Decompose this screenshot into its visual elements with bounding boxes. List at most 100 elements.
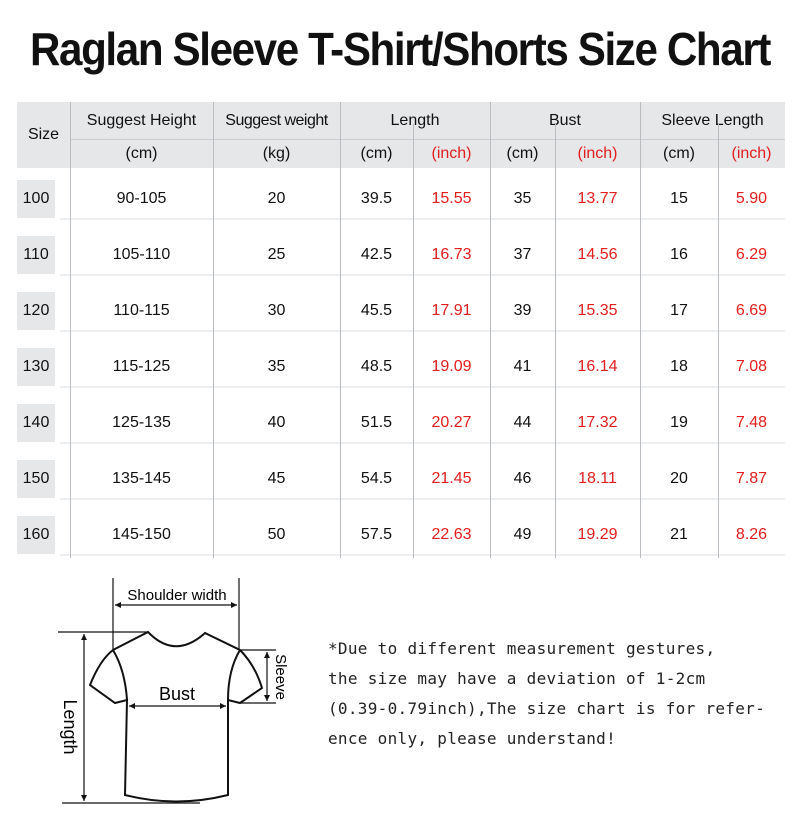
table-cell: 7.08 [735, 358, 768, 375]
note-line: the size may have a deviation of 1-2cm [328, 669, 706, 688]
unit-header: (inch) [431, 145, 472, 162]
header-height: Suggest Height [86, 112, 197, 129]
column-divider [213, 102, 214, 558]
header-divider [70, 139, 785, 140]
note-line: ence only, please understand! [328, 729, 617, 748]
table-cell: 20.27 [431, 414, 472, 431]
table-cell: 17 [670, 302, 688, 319]
table-cell: 39 [513, 302, 532, 319]
table-cell: 115-125 [112, 358, 171, 375]
table-cell: 21.45 [431, 470, 472, 487]
note-line: (0.39-0.79inch),The size chart is for re… [328, 699, 766, 718]
table-cell: 17.91 [431, 302, 472, 319]
table-cell: 22.63 [431, 526, 472, 543]
table-cell: 13.77 [577, 190, 618, 207]
row-divider [60, 274, 785, 276]
page-title: Raglan Sleeve T-Shirt/Shorts Size Chart [29, 23, 771, 75]
table-cell: 35 [513, 190, 532, 207]
header-length: Length [390, 112, 440, 129]
size-cell: 140 [17, 404, 55, 442]
table-cell: 18 [670, 358, 688, 375]
disclaimer-note: *Due to different measurement gestures, … [328, 634, 765, 754]
size-cell: 110 [17, 236, 55, 274]
tshirt-diagram: Shoulder width Bust Length Sleeve [58, 578, 289, 804]
row-divider [60, 498, 785, 500]
tshirt-outline [88, 630, 264, 803]
table-cell: 39.5 [360, 190, 393, 207]
table-cell: 19.09 [431, 358, 472, 375]
size-cell: 130 [17, 348, 55, 386]
note-line: *Due to different measurement gestures, [328, 639, 716, 658]
table-cell: 16.14 [577, 358, 618, 375]
column-divider [490, 102, 491, 558]
column-divider [70, 102, 71, 558]
table-cell: 46 [513, 470, 532, 487]
table-cell: 16 [670, 246, 688, 263]
table-cell: 54.5 [360, 470, 393, 487]
size-cell: 160 [17, 516, 55, 554]
table-cell: 48.5 [360, 358, 393, 375]
header-background [17, 102, 785, 168]
table-cell: 14.56 [577, 246, 618, 263]
column-divider [413, 124, 414, 558]
table-cell: 45.5 [360, 302, 393, 319]
table-cell: 19.29 [577, 526, 618, 543]
unit-header: (kg) [262, 145, 291, 162]
table-cell: 15 [670, 190, 688, 207]
table-cell: 135-145 [112, 470, 171, 487]
header-bust: Bust [548, 112, 581, 129]
table-cell: 21 [670, 526, 688, 543]
column-divider [340, 102, 341, 558]
table-cell: 5.90 [735, 190, 768, 207]
table-cell: 105-110 [112, 246, 171, 263]
size-cell: 100 [17, 180, 55, 218]
table-cell: 125-135 [112, 414, 171, 431]
row-divider [60, 386, 785, 388]
size-cell: 120 [17, 292, 55, 330]
length-label: Length [60, 699, 80, 754]
header-weight: Suggest weight [225, 112, 328, 129]
table-cell: 15.35 [577, 302, 618, 319]
unit-header: (cm) [360, 145, 393, 162]
table-cell: 42.5 [360, 246, 393, 263]
header-sleeve-length: Sleeve Length [661, 112, 764, 129]
row-divider [60, 554, 785, 556]
unit-header: (cm) [125, 145, 158, 162]
table-cell: 18.11 [578, 470, 617, 487]
table-cell: 20 [267, 190, 286, 207]
table-cell: 25 [267, 246, 286, 263]
table-cell: 50 [267, 526, 286, 543]
unit-header: (inch) [577, 145, 618, 162]
table-cell: 6.29 [735, 246, 768, 263]
table-cell: 17.32 [577, 414, 618, 431]
row-divider [60, 330, 785, 332]
column-divider [640, 102, 641, 558]
table-cell: 16.73 [431, 246, 472, 263]
unit-header: (cm) [506, 145, 539, 162]
unit-header: (inch) [731, 145, 772, 162]
table-cell: 6.69 [735, 302, 768, 319]
table-cell: 90-105 [116, 190, 167, 207]
table-cell: 44 [513, 414, 532, 431]
sleeve-label: Sleeve [272, 654, 289, 700]
table-cell: 110-115 [113, 302, 170, 319]
table-cell: 49 [513, 526, 532, 543]
table-cell: 51.5 [360, 414, 393, 431]
table-cell: 40 [267, 414, 286, 431]
table-cell: 7.87 [735, 470, 768, 487]
table-cell: 37 [513, 246, 532, 263]
table-cell: 19 [670, 414, 688, 431]
table-cell: 145-150 [112, 526, 171, 543]
header-size: Size [27, 126, 60, 143]
table-cell: 57.5 [360, 526, 393, 543]
table-cell: 30 [267, 302, 286, 319]
row-divider [60, 218, 785, 220]
bust-label: Bust [159, 684, 195, 704]
table-cell: 41 [513, 358, 532, 375]
table-cell: 15.55 [431, 190, 472, 207]
table-cell: 20 [670, 470, 688, 487]
table-cell: 7.48 [735, 414, 768, 431]
size-cell: 150 [17, 460, 55, 498]
table-cell: 45 [267, 470, 286, 487]
shoulder-width-label: Shoulder width [127, 587, 226, 604]
